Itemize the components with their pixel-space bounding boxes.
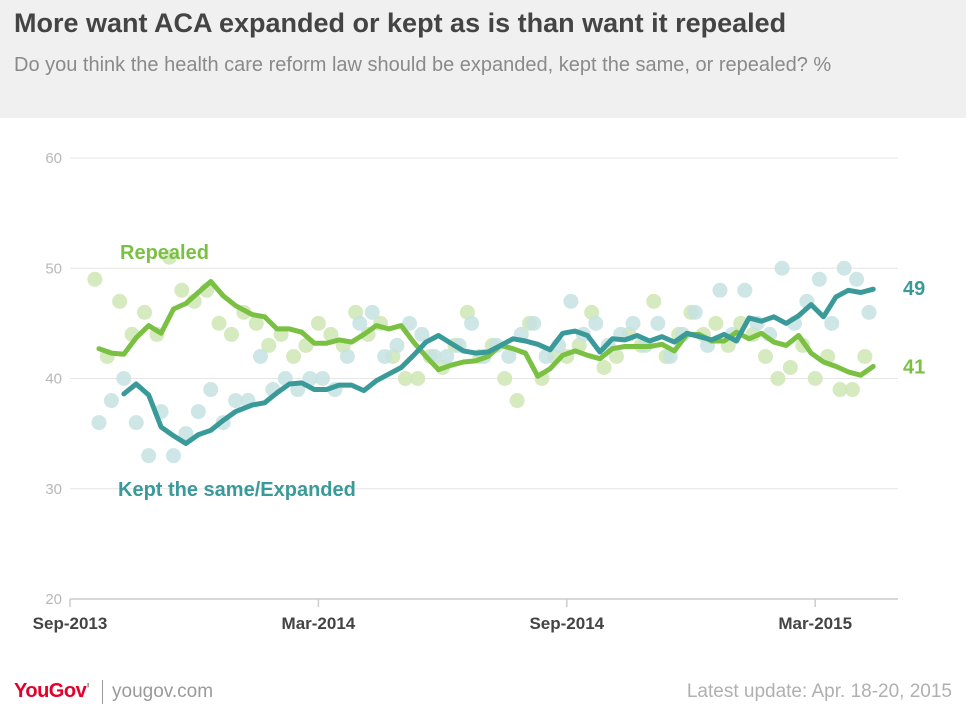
- kept-dot-0: [91, 415, 107, 431]
- kept-dot-61: [849, 271, 865, 287]
- kept-dot-38: [563, 293, 579, 309]
- repealed-dot-54: [758, 348, 774, 364]
- repealed-dot-42: [608, 348, 624, 364]
- kept-dot-9: [203, 382, 219, 398]
- repealed-dot-25: [397, 371, 413, 386]
- kept-dot-1: [103, 393, 119, 409]
- series-label-repealed: Repealed: [120, 242, 209, 264]
- repealed-dot-6: [161, 249, 177, 265]
- kept-dot-40: [588, 315, 604, 331]
- kept-dot-58: [811, 271, 827, 287]
- repealed-dot-58: [807, 371, 823, 386]
- kept-dot-8: [190, 404, 206, 420]
- chart-title: More want ACA expanded or kept as is tha…: [14, 8, 787, 38]
- latest-update: Latest update: Apr. 18-20, 2015: [686, 681, 952, 702]
- kept-dot-13: [252, 348, 268, 364]
- kept-dot-35: [526, 315, 542, 331]
- kept-dot-33: [501, 348, 517, 364]
- x-tick-label-Sep-2013: Sep-2013: [33, 614, 108, 633]
- repealed-dot-11: [223, 326, 239, 342]
- kept-dot-25: [401, 315, 417, 331]
- yougov-logo[interactable]: YouGov': [14, 680, 90, 703]
- kept-dot-2: [116, 371, 132, 386]
- kept-dot-3: [128, 415, 144, 431]
- repealed-dot-16: [286, 348, 302, 364]
- repealed-dot-45: [646, 293, 662, 309]
- chart-subtitle: Do you think the health care reform law …: [14, 54, 832, 76]
- kept-dot-23: [377, 348, 393, 364]
- kept-dot-18: [315, 371, 331, 386]
- kept-dot-48: [687, 304, 703, 320]
- footer-divider: [102, 680, 103, 704]
- repealed-dot-14: [261, 337, 277, 353]
- repealed-dot-41: [596, 359, 612, 375]
- kept-dot-55: [774, 260, 790, 276]
- kept-dot-52: [737, 282, 753, 298]
- y-tick-label-40: 40: [45, 371, 62, 388]
- kept-dot-43: [625, 315, 641, 331]
- repealed-dot-61: [844, 382, 860, 398]
- repealed-dot-50: [708, 315, 724, 331]
- kept-dot-62: [861, 304, 877, 320]
- kept-trend-line: [121, 286, 876, 446]
- repealed-dot-55: [770, 371, 786, 386]
- repealed-dot-62: [857, 348, 873, 364]
- kept-dot-21: [352, 315, 368, 331]
- series-label-kept: Kept the same/Expanded: [118, 479, 356, 501]
- x-tick-label-Sep-2014: Sep-2014: [529, 614, 604, 633]
- repealed-dot-7: [174, 282, 190, 298]
- kept-dot-22: [364, 304, 380, 320]
- kept-dot-20: [339, 348, 355, 364]
- x-tick-label-Mar-2015: Mar-2015: [778, 614, 852, 633]
- repealed-dot-13: [248, 315, 264, 331]
- repealed-dot-33: [497, 371, 513, 386]
- header: More want ACA expanded or kept as is tha…: [0, 0, 966, 118]
- repealed-dot-2: [112, 293, 128, 309]
- end-label-repealed: 41: [903, 356, 925, 378]
- kept-dot-30: [464, 315, 480, 331]
- kept-dot-24: [389, 337, 405, 353]
- kept-dot-26: [414, 326, 430, 342]
- repealed-dot-0: [87, 271, 103, 287]
- repealed-dot-10: [211, 315, 227, 331]
- kept-dot-11: [228, 393, 244, 409]
- kept-dot-45: [650, 315, 666, 331]
- chart-area: 20 30 40 50 60 Sep-2013 Mar-2014 Sep-2014 Mar-20…: [33, 150, 926, 633]
- repealed-trend-line: [96, 279, 876, 379]
- end-label-kept: 49: [903, 278, 925, 300]
- logo-mark: ': [86, 680, 90, 702]
- repealed-dot-19: [323, 326, 339, 342]
- kept-dot-17: [302, 371, 318, 386]
- kept-dot-7: [178, 426, 194, 442]
- y-tick-label-30: 30: [45, 481, 62, 498]
- footer-site-link[interactable]: yougov.com: [112, 681, 214, 702]
- repealed-dot-4: [137, 304, 153, 320]
- repealed-dot-26: [410, 371, 426, 386]
- x-tick-label-Mar-2014: Mar-2014: [282, 614, 356, 633]
- kept-dot-6: [166, 448, 181, 464]
- kept-dot-28: [439, 348, 455, 364]
- y-tick-label-60: 60: [45, 150, 62, 167]
- repealed-dot-18: [310, 315, 326, 331]
- kept-dot-59: [824, 315, 840, 331]
- repealed-dot-34: [509, 393, 525, 409]
- kept-dot-36: [538, 348, 554, 364]
- y-tick-label-20: 20: [45, 591, 62, 608]
- y-tick-label-50: 50: [45, 260, 62, 277]
- kept-dot-60: [836, 260, 852, 276]
- kept-dot-4: [141, 448, 157, 464]
- repealed-dot-60: [832, 382, 848, 398]
- repealed-dot-56: [782, 359, 798, 375]
- kept-dot-50: [712, 282, 728, 298]
- logo-text: YouGov: [14, 680, 87, 702]
